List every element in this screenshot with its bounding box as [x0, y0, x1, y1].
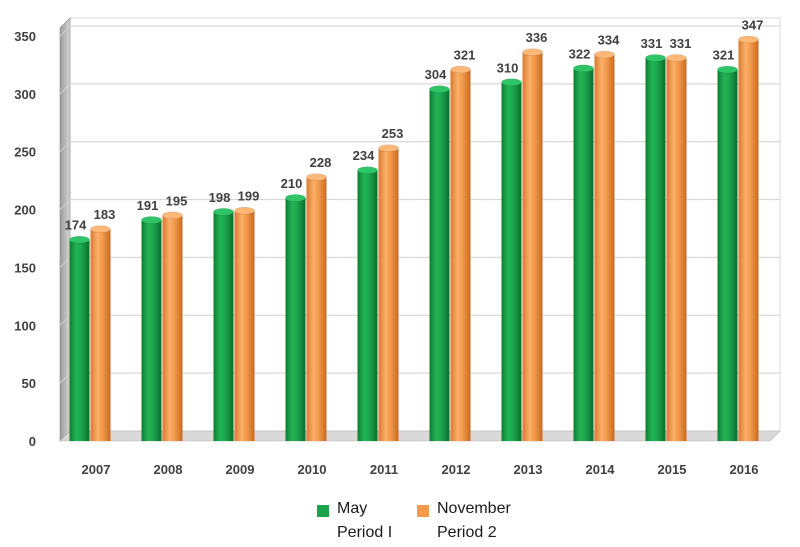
y-tick-label: 150	[14, 260, 36, 275]
data-label-series-1: 322	[569, 46, 591, 61]
data-label-series-2: 321	[454, 48, 476, 63]
bar-series-2	[162, 211, 183, 441]
x-tick-label: 2011	[370, 462, 398, 477]
x-axis: 2007 2008 2009 2010 2011 2012 2013 2014 2015 2016	[82, 462, 759, 477]
gridline	[59, 83, 780, 95]
y-axis: 0 50 100 150 200 250 300 350	[14, 29, 36, 449]
gridline	[59, 199, 780, 210]
data-label-series-1: 310	[497, 60, 519, 75]
bar-series-2	[522, 48, 543, 441]
data-label-series-1: 304	[425, 67, 447, 82]
legend-sublabel-series-2: Period 2	[437, 524, 497, 541]
x-tick-label: 2016	[730, 462, 759, 477]
data-label-series-1: 198	[209, 190, 231, 205]
data-label-series-2: 183	[94, 207, 116, 222]
data-label-series-1: 191	[137, 198, 159, 213]
x-tick-label: 2013	[514, 462, 543, 477]
y-tick-label: 250	[14, 145, 36, 160]
x-tick-label: 2008	[154, 462, 183, 477]
bar-series-1	[501, 78, 522, 442]
bar-series-2	[234, 206, 255, 441]
bar-series-2	[594, 50, 615, 441]
bar-series-1	[141, 216, 162, 441]
bar-series-1	[429, 85, 450, 441]
y-tick-label: 50	[22, 376, 36, 391]
bar-series-2	[666, 54, 687, 441]
y-tick-label: 300	[14, 87, 36, 102]
legend-swatch-series-1	[317, 505, 329, 517]
legend-swatch-series-2	[417, 505, 429, 517]
data-label-series-2: 253	[382, 126, 404, 141]
data-label-series-2: 334	[598, 33, 620, 48]
data-label-series-2: 195	[166, 193, 188, 208]
data-label-series-2: 347	[742, 18, 764, 33]
bar-series-2	[450, 65, 471, 441]
bar-series-2	[306, 173, 327, 441]
bar-series-1	[357, 166, 378, 441]
x-tick-label: 2015	[658, 462, 687, 477]
data-label-series-2: 199	[238, 189, 260, 204]
data-label-series-2: 336	[526, 30, 548, 45]
y-tick-label: 0	[29, 434, 36, 449]
data-label-series-1: 234	[353, 148, 375, 163]
x-tick-label: 2014	[586, 462, 616, 477]
y-tick-label: 200	[14, 203, 36, 218]
y-tick-label: 350	[14, 29, 36, 44]
bar-series-2	[378, 144, 399, 441]
bar-series-1	[573, 64, 594, 442]
data-labels: 174 183 191 195 198 199 210 228 234 253 304 321 310 3…	[65, 18, 764, 233]
bars	[69, 35, 759, 442]
x-tick-label: 2009	[226, 462, 255, 477]
gridline	[59, 25, 780, 37]
data-label-series-2: 331	[670, 36, 692, 51]
bar-series-1	[213, 208, 234, 441]
legend-label-series-2: November	[437, 500, 511, 517]
bar-series-2	[738, 35, 759, 441]
data-label-series-2: 228	[310, 155, 332, 170]
y-tick-label: 100	[14, 318, 36, 333]
bar-series-1	[69, 235, 90, 441]
legend-label-series-1: May	[337, 500, 368, 517]
data-label-series-1: 174	[65, 218, 87, 233]
data-label-series-1: 321	[713, 48, 735, 63]
data-label-series-1: 210	[281, 176, 303, 191]
x-tick-label: 2007	[82, 462, 111, 477]
data-label-series-1: 331	[641, 36, 663, 51]
x-tick-label: 2012	[442, 462, 471, 477]
bar-series-1	[285, 194, 306, 441]
bar-series-1	[717, 65, 738, 441]
x-tick-label: 2010	[298, 462, 327, 477]
legend-sublabel-series-1: Period I	[337, 524, 393, 541]
gridline	[59, 141, 780, 153]
bar-series-1	[645, 54, 666, 441]
bar-series-2	[90, 225, 111, 441]
